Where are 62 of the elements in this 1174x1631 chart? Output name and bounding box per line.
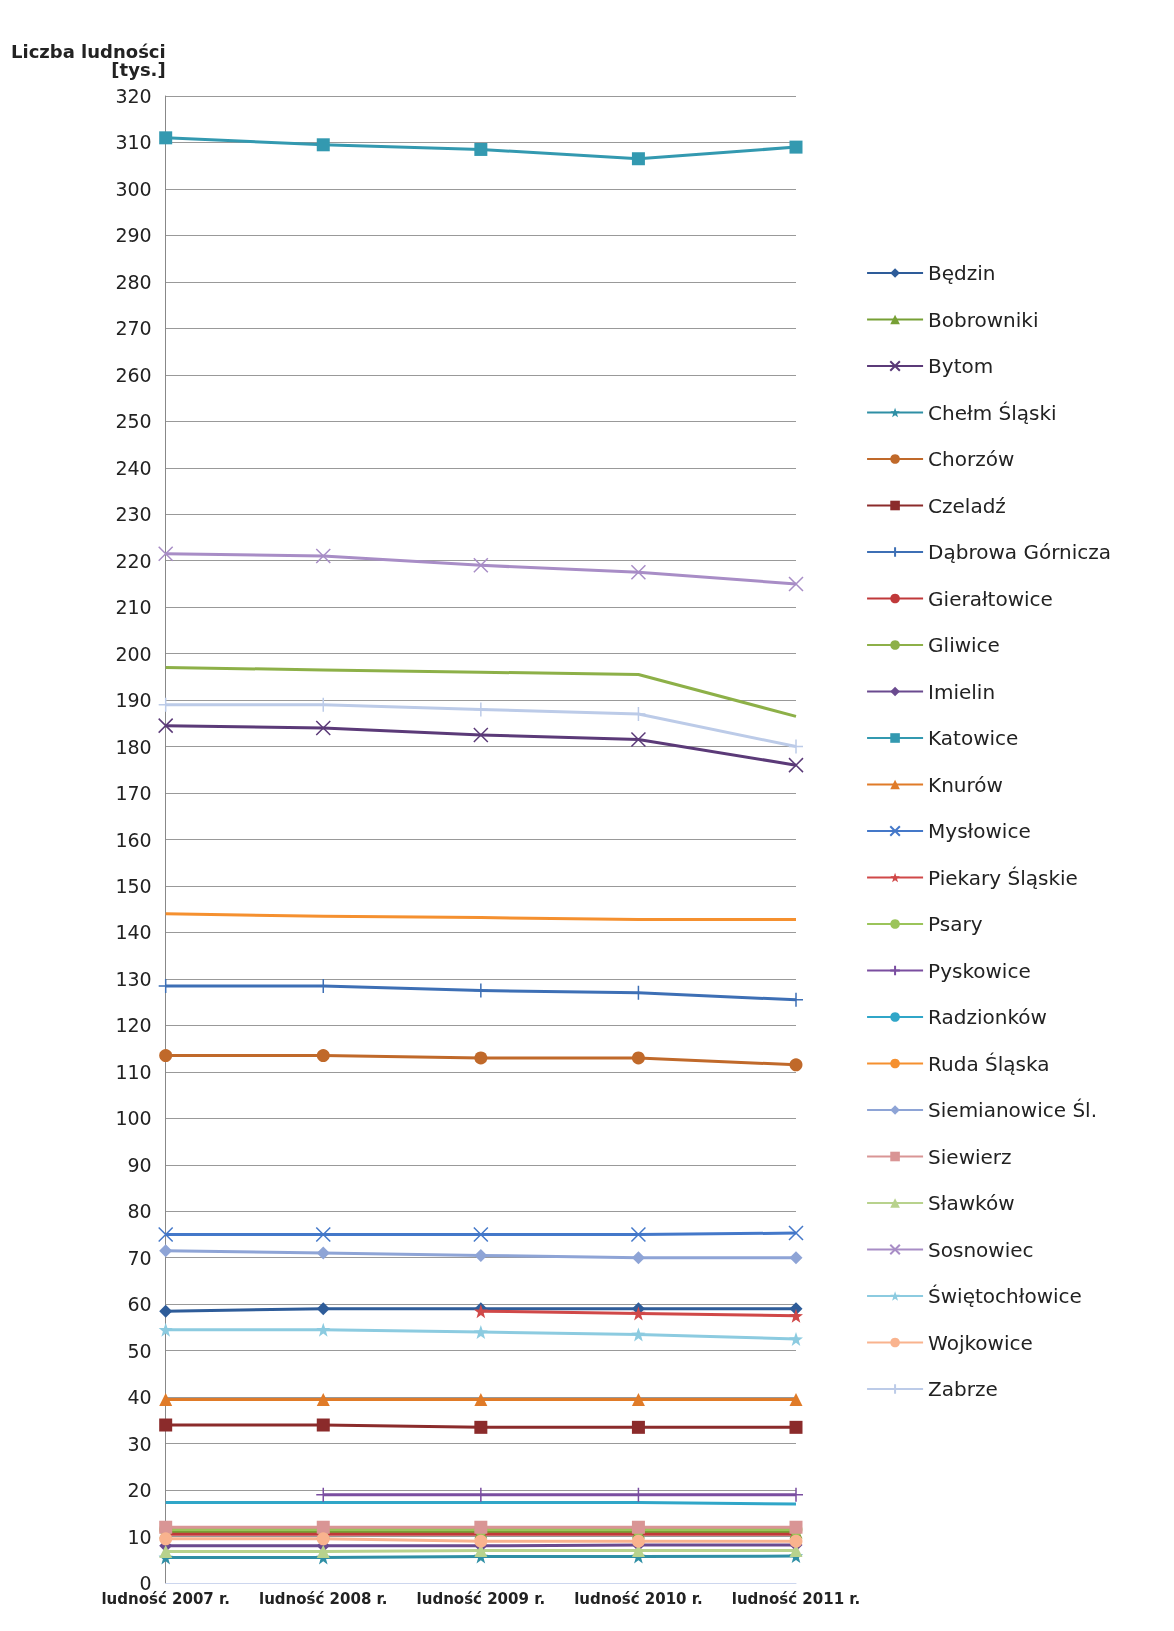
y-tick-label: 200	[115, 642, 152, 665]
y-tick-label: 70	[127, 1246, 152, 1269]
legend-label: Imielin	[928, 679, 996, 704]
y-tick-label: 260	[115, 363, 152, 386]
y-tick-label: 90	[127, 1153, 152, 1176]
legend-label: Gliwice	[928, 633, 1000, 657]
legend-label: Siemianowice Śl.	[928, 1098, 1098, 1122]
y-tick-label: 160	[115, 828, 152, 851]
legend-label: Chełm Śląski	[928, 400, 1057, 425]
y-tick-label: 40	[127, 1386, 152, 1409]
legend-label: Będzin	[928, 261, 996, 285]
legend-label: Ruda Śląska	[928, 1051, 1050, 1076]
y-tick-label: 250	[115, 410, 152, 433]
y-tick-label: 290	[115, 224, 152, 247]
y-tick-label: 280	[115, 270, 152, 293]
y-tick-label: 130	[115, 967, 152, 990]
legend-label: Chorzów	[928, 447, 1015, 471]
legend-label: Pyskowice	[928, 958, 1031, 983]
y-tick-label: 240	[115, 456, 152, 479]
y-tick-label: 300	[115, 177, 152, 200]
legend-label: Katowice	[928, 726, 1019, 750]
legend-label: Psary	[928, 912, 983, 936]
legend-label: Zabrze	[928, 1377, 998, 1401]
legend-label: Knurów	[928, 772, 1003, 797]
legend-label: Sosnowiec	[928, 1237, 1034, 1262]
y-axis-title: Liczba ludności [tys.]	[11, 40, 166, 80]
legend-label: Radzionków	[928, 1005, 1047, 1029]
y-tick-label: 230	[115, 503, 152, 526]
legend-label: Siewierz	[928, 1144, 1012, 1169]
legend-label: Piekary Śląskie	[928, 865, 1078, 890]
y-tick-label: 110	[115, 1060, 152, 1083]
y-tick-label: 310	[115, 131, 152, 154]
y-tick-label: 150	[115, 874, 152, 897]
y-tick-label: 30	[127, 1432, 152, 1455]
y-tick-label: 120	[115, 1014, 152, 1037]
y-tick-label: 180	[115, 735, 152, 758]
legend-label: Czeladź	[928, 493, 1006, 518]
legend-label: Gierałtowice	[928, 586, 1053, 611]
y-tick-label: 80	[127, 1200, 152, 1223]
legend-label: Sławków	[928, 1191, 1015, 1215]
legend-label: Wojkowice	[928, 1330, 1033, 1355]
legend-label: Bobrowniki	[928, 307, 1039, 332]
legend-label: Bytom	[928, 354, 994, 378]
y-tick-label: 170	[115, 782, 152, 805]
y-tick-label: 20	[127, 1479, 152, 1502]
y-tick-label: 190	[115, 689, 152, 712]
y-tick-label: 60	[127, 1293, 152, 1316]
y-tick-label: 210	[115, 596, 152, 619]
y-tick-label: 140	[115, 921, 152, 944]
y-tick-label: 50	[127, 1339, 152, 1362]
x-tick-label: ludność 2008 r.	[259, 1589, 388, 1608]
y-tick-label: 100	[115, 1107, 152, 1130]
legend-label: Świętochłowice	[928, 1284, 1082, 1308]
y-tick-label: 270	[115, 317, 152, 340]
y-tick-label: 320	[115, 85, 152, 107]
legend-label: Dąbrowa Górnicza	[928, 540, 1112, 564]
y-tick-label: 10	[127, 1525, 152, 1548]
legend-label: Mysłowice	[928, 819, 1031, 843]
x-tick-label: ludność 2009 r.	[416, 1589, 546, 1608]
y-tick-label: 220	[115, 549, 152, 572]
x-tick-label: ludność 2011 r.	[731, 1589, 861, 1608]
x-tick-label: ludność 2010 r.	[574, 1589, 703, 1608]
